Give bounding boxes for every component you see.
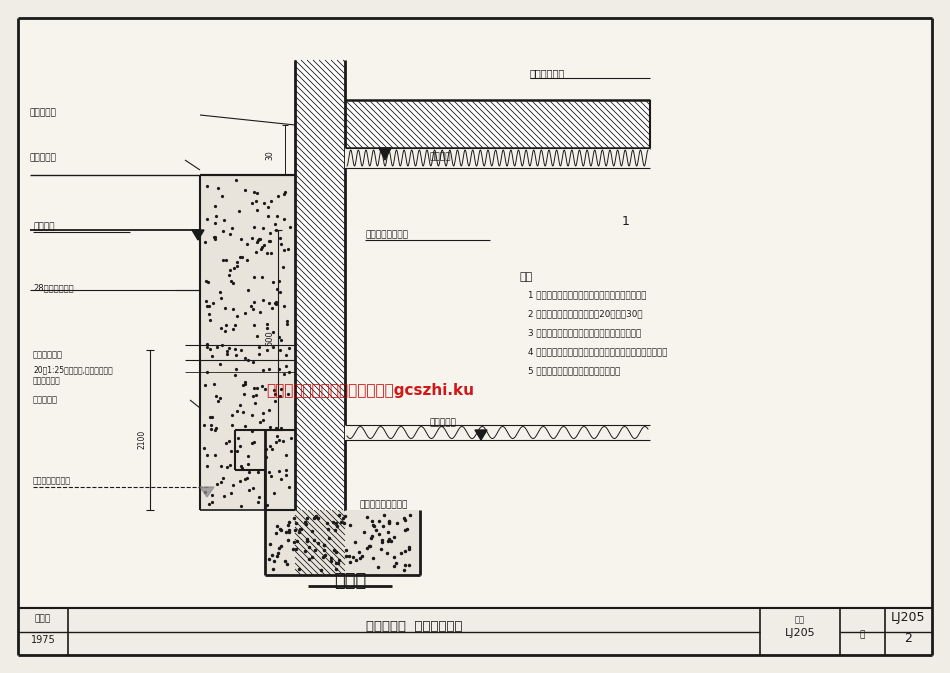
Text: 岸身防潮层: 岸身防潮层 <box>30 108 57 117</box>
Text: 2: 2 <box>904 631 912 645</box>
FancyBboxPatch shape <box>200 175 295 510</box>
Polygon shape <box>192 230 204 240</box>
Text: 祁下墙地图: 祁下墙地图 <box>430 418 457 427</box>
Polygon shape <box>475 430 487 440</box>
Text: 页: 页 <box>860 631 864 639</box>
Text: 3 地下室外岸脚手架小得身过，灰缝必须饱满。: 3 地下室外岸脚手架小得身过，灰缝必须饱满。 <box>528 328 641 337</box>
FancyBboxPatch shape <box>295 60 345 510</box>
Text: 涂抹蝴蝶二层: 涂抹蝴蝶二层 <box>33 376 61 385</box>
Text: 5 岸基、外防潮层、做法岸结构图示。: 5 岸基、外防潮层、做法岸结构图示。 <box>528 366 620 375</box>
Text: 注：: 注： <box>520 272 533 282</box>
Text: 1: 1 <box>622 215 630 228</box>
Text: 2 外抹水泥砂浆，水泥砂平底20厚改为30。: 2 外抹水泥砂浆，水泥砂平底20厚改为30。 <box>528 309 642 318</box>
Text: 编号: 编号 <box>795 615 805 624</box>
Text: 地坪做法详具体设计: 地坪做法详具体设计 <box>360 500 408 509</box>
Text: 砖墙身: 砖墙身 <box>333 572 366 590</box>
Text: 500: 500 <box>265 330 275 346</box>
FancyBboxPatch shape <box>20 20 930 606</box>
Text: 28粒土起整备架: 28粒土起整备架 <box>33 283 74 292</box>
Text: 设计最高地下水位: 设计最高地下水位 <box>33 476 71 485</box>
Text: 4 管道穿岸时应在岸身预留孔洞，外岸抹刷前将管道妥好。: 4 管道穿岸时应在岸身预留孔洞，外岸抹刷前将管道妥好。 <box>528 347 668 356</box>
Polygon shape <box>200 487 214 497</box>
Text: LJ205: LJ205 <box>785 628 815 638</box>
Text: 四墙面详具体设计: 四墙面详具体设计 <box>365 230 408 239</box>
Text: 1975: 1975 <box>30 635 55 645</box>
Text: 30: 30 <box>265 150 275 160</box>
FancyBboxPatch shape <box>265 510 420 575</box>
Text: 详具体设计: 详具体设计 <box>30 153 57 162</box>
FancyBboxPatch shape <box>345 148 650 168</box>
Text: 20厚1:25水泥砂浆,初然千垂一道: 20厚1:25水泥砂浆,初然千垂一道 <box>33 365 113 374</box>
Text: 塗抹式防潮  岸身及变形缝: 塗抹式防潮 岸身及变形缝 <box>366 620 463 633</box>
Text: 2100: 2100 <box>138 430 146 450</box>
Text: 地止功能务架: 地止功能务架 <box>33 350 63 359</box>
Text: 墙外地面: 墙外地面 <box>33 222 54 231</box>
Text: 通用图: 通用图 <box>35 614 51 623</box>
Text: 楼板详结构图: 楼板详结构图 <box>530 68 565 78</box>
Text: 叠测地图: 叠测地图 <box>430 152 451 161</box>
Text: 更多精品资源关注微信公众号：gcszhi.ku: 更多精品资源关注微信公众号：gcszhi.ku <box>266 382 474 398</box>
Text: 确基抹削层: 确基抹削层 <box>33 395 58 404</box>
Polygon shape <box>379 148 391 160</box>
Text: LJ205: LJ205 <box>891 610 925 623</box>
Text: 1 地下室岸身厚度，详具体设计，基础详结构图。: 1 地下室岸身厚度，详具体设计，基础详结构图。 <box>528 290 647 299</box>
FancyBboxPatch shape <box>345 425 650 440</box>
FancyBboxPatch shape <box>345 100 650 148</box>
